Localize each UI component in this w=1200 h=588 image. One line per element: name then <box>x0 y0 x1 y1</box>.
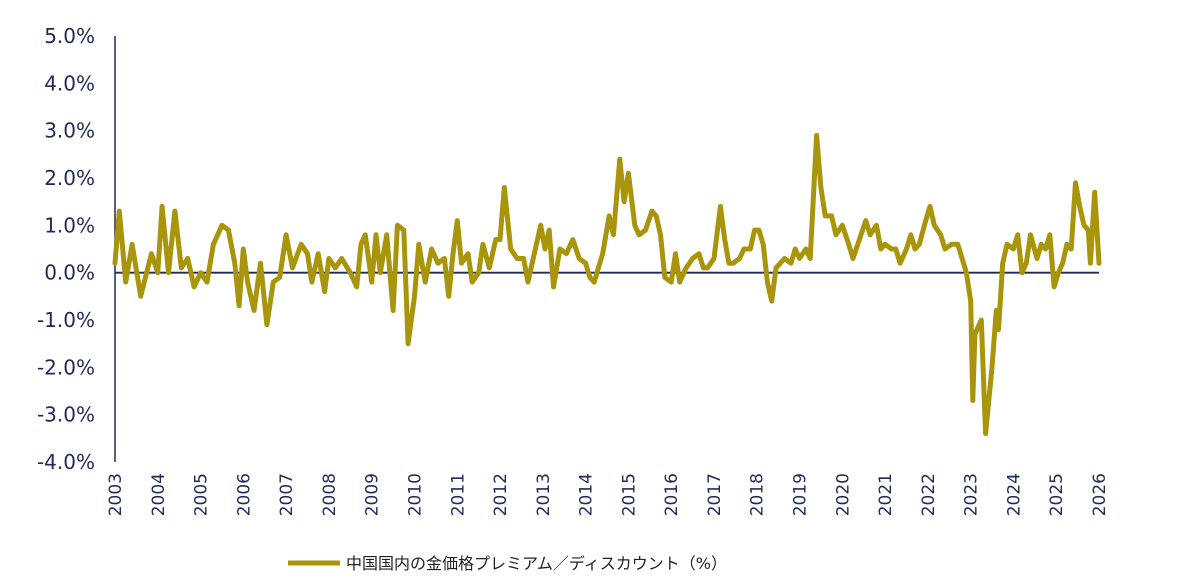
x-tick-label: 2003 <box>106 473 126 516</box>
x-tick-label: 2012 <box>491 473 511 516</box>
x-tick-label: 2020 <box>833 473 853 516</box>
series-line <box>112 132 1102 437</box>
y-tick-label: 0.0% <box>44 261 95 285</box>
x-tick-label: 2004 <box>149 473 169 516</box>
x-tick-label: 2017 <box>705 473 725 516</box>
x-tick-label: 2026 <box>1090 473 1110 516</box>
x-tick-label: 2023 <box>962 473 982 516</box>
x-tick-label: 2011 <box>448 473 468 516</box>
y-tick-label: 3.0% <box>44 119 95 143</box>
legend-label: 中国国内の金価格プレミアム／ディスカウント（%） <box>346 554 727 573</box>
x-tick-label: 2025 <box>1047 473 1067 516</box>
y-tick-label: 1.0% <box>44 213 95 237</box>
y-tick-label: -3.0% <box>37 403 95 427</box>
y-tick-label: 5.0% <box>44 24 95 48</box>
x-tick-label: 2007 <box>277 473 297 516</box>
x-tick-label: 2015 <box>619 473 639 516</box>
y-tick-label: -2.0% <box>37 355 95 379</box>
x-tick-label: 2016 <box>662 473 682 516</box>
x-tick-label: 2008 <box>320 473 340 516</box>
x-tick-label: 2006 <box>234 473 254 516</box>
x-tick-label: 2014 <box>577 473 597 516</box>
x-tick-label: 2021 <box>876 473 896 516</box>
x-tick-label: 2009 <box>363 473 383 516</box>
y-tick-label: -1.0% <box>37 308 95 332</box>
x-tick-label: 2018 <box>748 473 768 516</box>
y-tick-label: 4.0% <box>44 71 95 95</box>
y-tick-label: -4.0% <box>37 450 95 474</box>
x-tick-label: 2024 <box>1004 473 1024 516</box>
x-tick-label: 2019 <box>791 473 811 516</box>
y-tick-label: 2.0% <box>44 166 95 190</box>
x-tick-label: 2013 <box>534 473 554 516</box>
x-tick-label: 2005 <box>192 473 212 516</box>
y-axis-tick-labels: 5.0% 4.0% 3.0% 2.0% 1.0% 0.0% -1.0% -2.0% -3.0% -… <box>37 24 95 474</box>
x-tick-label: 2022 <box>919 473 939 516</box>
x-axis-tick-labels: 2003 2004 2005 2006 2007 2008 2009 2010 2011 2012… <box>106 473 1110 516</box>
x-tick-label: 2010 <box>405 473 425 516</box>
legend: 中国国内の金価格プレミアム／ディスカウント（%） <box>288 554 727 573</box>
